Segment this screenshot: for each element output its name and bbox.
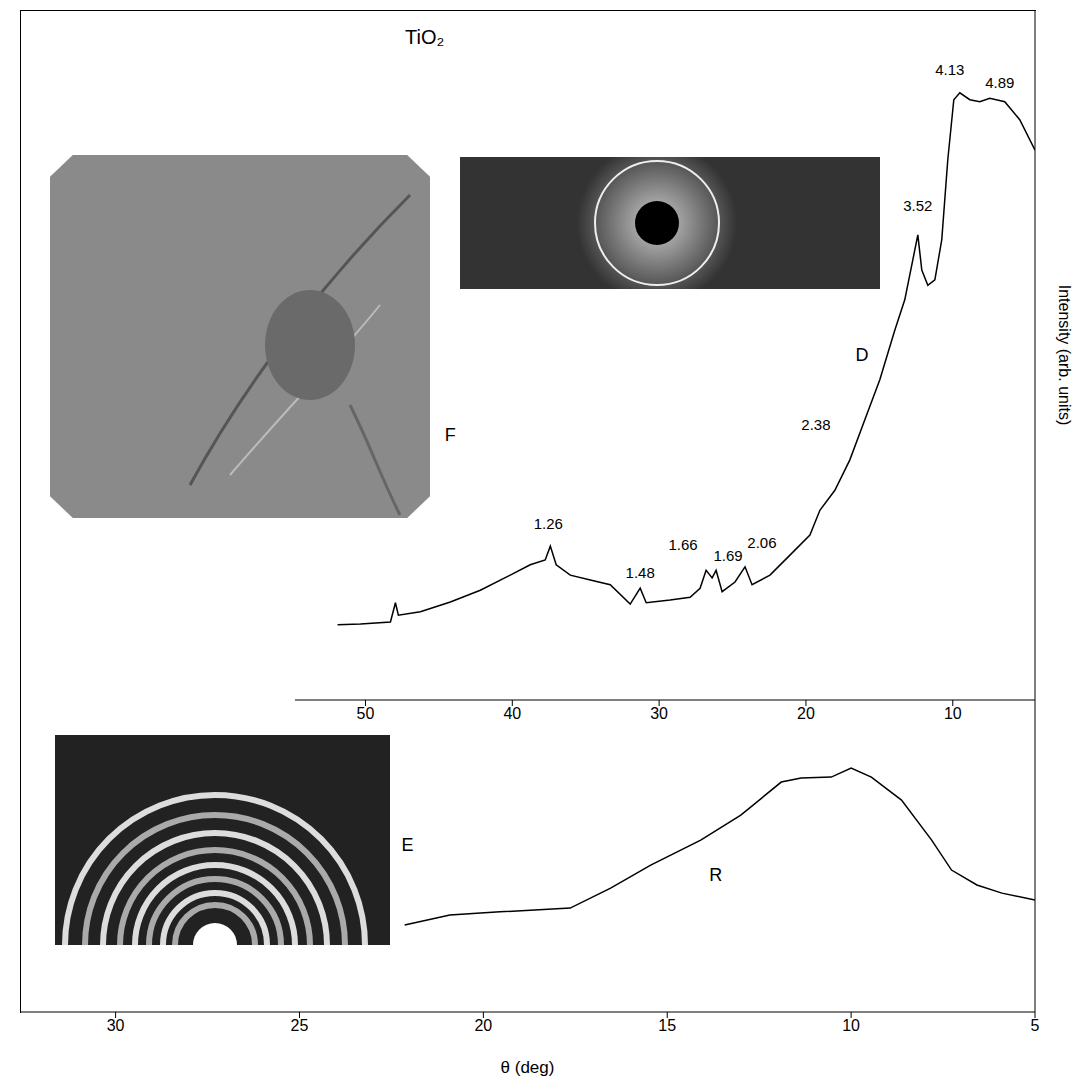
svg-text:4.89: 4.89 xyxy=(985,74,1014,91)
svg-text:E: E xyxy=(402,835,414,855)
svg-text:25: 25 xyxy=(291,1017,309,1034)
svg-text:20: 20 xyxy=(474,1017,492,1034)
svg-text:1.66: 1.66 xyxy=(668,536,697,553)
svg-text:2.38: 2.38 xyxy=(801,416,830,433)
svg-text:30: 30 xyxy=(107,1017,125,1034)
svg-text:50: 50 xyxy=(357,705,375,722)
svg-text:10: 10 xyxy=(944,705,962,722)
svg-text:30: 30 xyxy=(650,705,668,722)
svg-text:15: 15 xyxy=(658,1017,676,1034)
svg-text:F: F xyxy=(445,425,456,445)
svg-text:D: D xyxy=(855,345,868,365)
svg-text:θ (deg): θ (deg) xyxy=(501,1058,555,1077)
html-text:TiO₂: TiO₂ xyxy=(405,26,445,48)
svg-text:10: 10 xyxy=(842,1017,860,1034)
svg-text:2.06: 2.06 xyxy=(747,534,776,551)
svg-text:1.26: 1.26 xyxy=(534,515,563,532)
svg-text:40: 40 xyxy=(503,705,521,722)
svg-text:1.69: 1.69 xyxy=(713,547,742,564)
svg-text:R: R xyxy=(709,865,722,885)
svg-text:20: 20 xyxy=(797,705,815,722)
svg-text:Intensity (arb. units): Intensity (arb. units) xyxy=(1056,285,1073,426)
svg-text:4.13: 4.13 xyxy=(935,61,964,78)
svg-text:1.48: 1.48 xyxy=(626,564,655,581)
svg-text:5: 5 xyxy=(1031,1017,1040,1034)
svg-text:3.52: 3.52 xyxy=(903,197,932,214)
